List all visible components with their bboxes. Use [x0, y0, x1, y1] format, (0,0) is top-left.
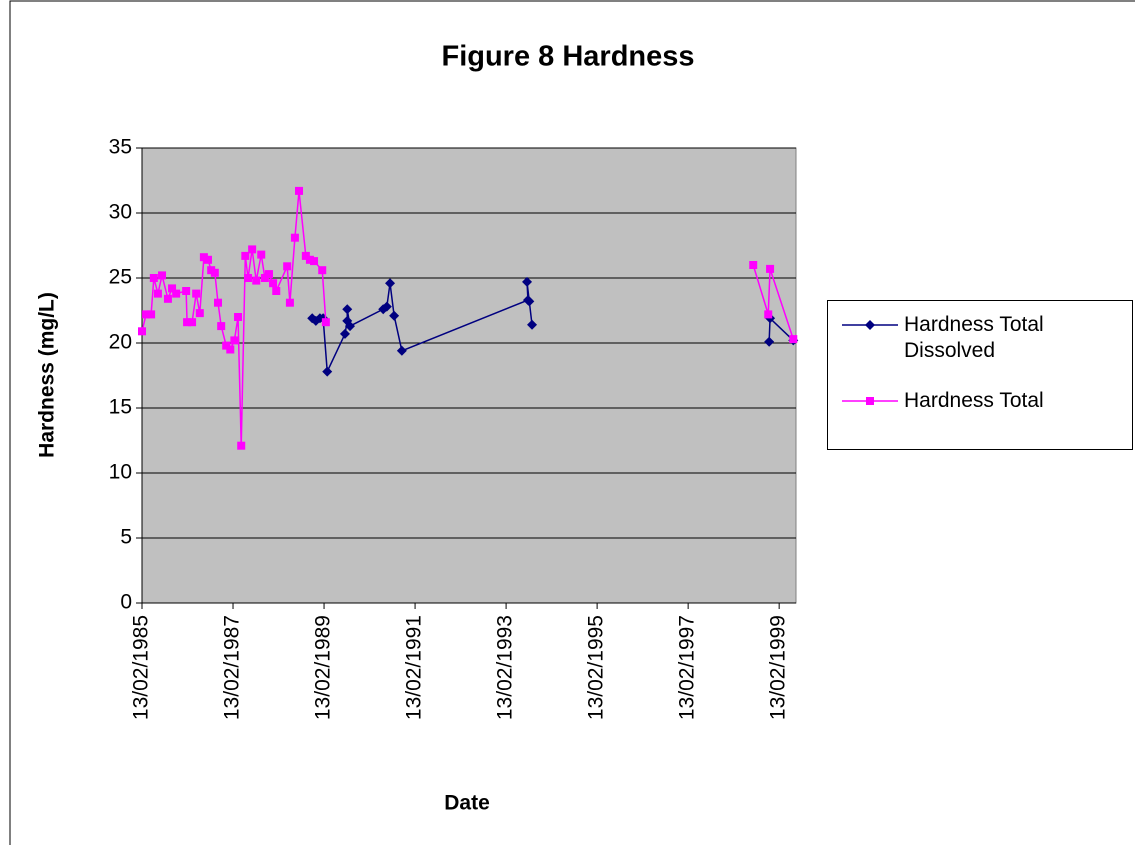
legend-label: Hardness Total	[904, 389, 1044, 412]
marker	[789, 335, 798, 344]
legend-icon	[842, 397, 898, 405]
marker	[138, 327, 146, 336]
y-tick-label: 5	[120, 526, 132, 549]
marker	[168, 284, 177, 293]
marker	[153, 289, 162, 298]
marker	[188, 318, 197, 327]
marker	[237, 441, 246, 450]
marker	[764, 310, 773, 319]
marker	[381, 301, 392, 312]
x-tick-label: 13/02/1995	[585, 615, 608, 720]
marker	[260, 274, 269, 282]
x-tick-label: 13/02/1987	[221, 615, 244, 720]
chart-frame	[9, 0, 1135, 845]
x-tick-label: 13/02/1999	[767, 615, 790, 720]
marker	[195, 309, 204, 318]
marker	[147, 310, 156, 319]
marker	[217, 322, 226, 331]
marker	[766, 264, 775, 273]
marker	[321, 318, 330, 327]
marker	[248, 245, 257, 254]
legend-icon	[842, 320, 898, 330]
marker	[305, 255, 314, 264]
marker	[290, 233, 299, 242]
x-tick-label: 13/02/1993	[494, 615, 517, 720]
marker	[257, 250, 266, 259]
marker	[339, 328, 350, 339]
marker	[285, 298, 294, 307]
y-tick-label: 15	[109, 396, 132, 419]
y-axis-label: Hardness (mg/L)	[36, 292, 59, 458]
marker	[396, 345, 407, 356]
y-tick-label: 20	[109, 331, 132, 354]
marker	[142, 310, 151, 319]
marker	[283, 262, 292, 271]
marker	[342, 304, 353, 315]
x-tick-label: 13/02/1991	[403, 615, 426, 720]
chart-title: Figure 8 Hardness	[441, 41, 694, 73]
marker	[234, 313, 243, 321]
marker	[199, 253, 208, 262]
marker	[272, 287, 281, 295]
marker	[210, 268, 219, 277]
x-axis-label: Date	[444, 792, 490, 815]
marker	[322, 366, 333, 377]
legend-label: Hardness Total Dissolved	[904, 313, 1044, 362]
legend: Hardness Total Dissolved Hardness Total	[827, 300, 1133, 450]
y-tick-label: 35	[109, 136, 132, 159]
marker	[172, 289, 181, 298]
marker	[226, 345, 235, 354]
marker	[344, 321, 355, 332]
marker	[318, 266, 327, 275]
marker	[241, 251, 250, 260]
y-tick-label: 30	[109, 201, 132, 224]
marker	[310, 257, 319, 266]
marker	[865, 320, 875, 330]
marker	[264, 270, 273, 279]
marker	[301, 251, 310, 260]
marker	[385, 278, 396, 289]
marker	[214, 298, 223, 307]
marker	[222, 341, 231, 350]
legend-item: Hardness Total	[842, 388, 1104, 414]
marker	[295, 186, 304, 195]
x-tick-label: 13/02/1989	[312, 615, 335, 720]
y-tick-label: 10	[109, 461, 132, 484]
marker	[522, 276, 533, 287]
marker	[866, 397, 874, 405]
marker	[163, 294, 172, 303]
marker	[269, 279, 278, 288]
marker	[527, 319, 538, 330]
marker	[749, 261, 758, 269]
y-tick-label: 25	[109, 266, 132, 289]
marker	[230, 336, 239, 345]
marker	[389, 310, 400, 321]
marker	[149, 274, 158, 282]
marker	[524, 296, 535, 307]
marker	[252, 276, 261, 285]
marker	[192, 289, 201, 298]
marker	[183, 318, 192, 327]
marker	[182, 287, 191, 295]
marker	[244, 274, 253, 282]
x-tick-label: 13/02/1985	[130, 615, 153, 720]
legend-item: Hardness Total Dissolved	[842, 312, 1104, 364]
y-tick-label: 0	[120, 591, 132, 614]
marker	[158, 271, 167, 280]
marker	[203, 255, 212, 264]
x-tick-label: 13/02/1997	[676, 615, 699, 720]
marker	[764, 336, 775, 347]
